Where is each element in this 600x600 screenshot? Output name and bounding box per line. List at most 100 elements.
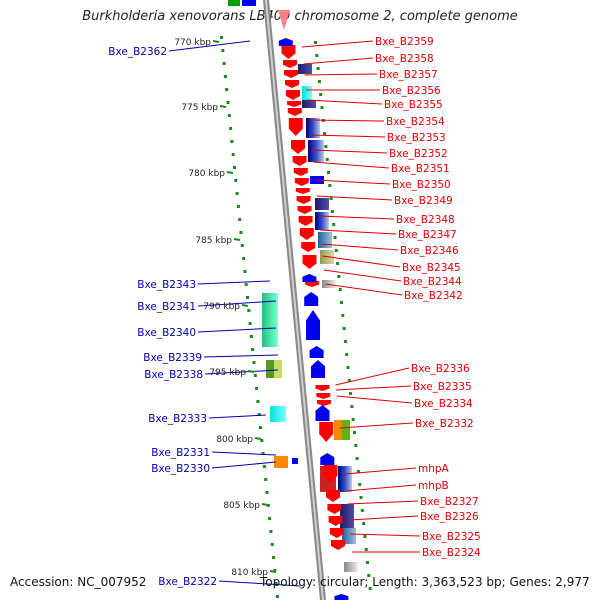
right-gene-label: Bxe_B2345: [402, 262, 461, 274]
label-leaders: [168, 40, 421, 587]
forward-gene-arrow: [315, 385, 330, 391]
left-gene-label: Bxe_B2340: [137, 327, 196, 339]
cog-block: [306, 118, 320, 138]
forward-gene-arrow: [293, 168, 308, 176]
gc-dot: [246, 296, 249, 299]
right-leader-line: [336, 395, 413, 404]
gc-dot: [236, 205, 240, 208]
tick-label: 775 kbp: [181, 103, 218, 113]
gc-dot: [262, 465, 266, 468]
gc-dot: [268, 517, 272, 520]
left-leader-line: [211, 451, 277, 456]
right-leader-line: [339, 422, 414, 429]
gc-dot: [252, 361, 256, 364]
left-gene-label: Bxe_B2339: [143, 352, 202, 364]
gc-dot: [244, 283, 248, 286]
right-leader-line: [314, 179, 391, 185]
gc-dot: [251, 348, 255, 351]
gc-dot: [238, 218, 242, 221]
tick-mark: [226, 171, 234, 174]
reverse-gene-arrow: [304, 292, 319, 306]
gc-dot: [367, 574, 371, 577]
cog-block: [344, 562, 358, 572]
reverse-gene-arrow: [311, 360, 325, 378]
right-gene-label: Bxe_B2359: [375, 36, 434, 48]
gc-dot: [270, 543, 274, 546]
right-gene-label: Bxe_B2358: [375, 53, 434, 65]
right-leader-line: [322, 255, 401, 268]
cog-block: [340, 504, 354, 528]
gc-dot: [315, 54, 319, 57]
tick-label: 805 kbp: [223, 501, 260, 511]
cog-block: [274, 360, 282, 378]
gc-dot: [317, 80, 321, 83]
gc-dot: [329, 197, 333, 200]
accession-text: Accession: NC_007952: [10, 575, 147, 589]
left-leader-line: [168, 40, 251, 52]
forward-gene-arrow: [295, 188, 310, 194]
position-ticks: 770 kbp 775 kbp 780 kbp 785 kbp 790 kbp 795 k…: [174, 38, 277, 578]
right-gene-label: Bxe_B2357: [379, 69, 438, 81]
gc-dot: [222, 62, 226, 65]
gc-dot: [319, 93, 323, 96]
tick-label: 780 kbp: [188, 169, 225, 179]
gc-dot: [334, 249, 338, 252]
right-gene-label: Bxe_B2353: [387, 132, 446, 144]
gc-dot: [332, 223, 336, 226]
tick-label: 770 kbp: [174, 38, 211, 48]
gc-dot: [247, 309, 251, 312]
right-gene-label: Bxe_B2351: [391, 163, 450, 175]
gc-dot: [248, 322, 252, 325]
forward-gene-arrow: [292, 156, 307, 166]
gc-dot: [249, 335, 253, 338]
right-gene-label: Bxe_B2335: [413, 381, 472, 393]
left-leader-line: [203, 354, 279, 358]
tick-mark: [254, 437, 262, 440]
gc-dot: [234, 179, 238, 182]
reverse-gene-arrow: [334, 594, 349, 600]
right-gene-label: Bxe_B2349: [394, 195, 453, 207]
gc-dot: [338, 288, 342, 291]
cog-block: [342, 528, 356, 544]
forward-gene-arrow: [317, 400, 331, 406]
right-gene-label: Bxe_B2344: [403, 276, 462, 288]
gc-dot: [243, 270, 247, 273]
gc-dot: [239, 231, 243, 234]
forward-gene-arrow: [294, 178, 309, 186]
right-gene-label: Bxe_B2334: [414, 398, 473, 410]
right-leader-line: [310, 134, 386, 138]
gc-dot: [349, 392, 353, 395]
cog-block: [342, 420, 350, 440]
gc-dot: [342, 327, 346, 330]
right-gene-label: Bxe_B2352: [389, 148, 448, 160]
gc-dot: [259, 426, 262, 429]
gc-dot: [266, 504, 270, 507]
right-gene-label: Bxe_B2346: [400, 245, 459, 257]
left-leader-line: [197, 327, 277, 333]
gc-dot: [336, 262, 340, 265]
forward-gene-arrow: [285, 80, 299, 88]
forward-gene-arrow: [328, 516, 343, 526]
right-gene-label: Bxe_B2350: [392, 179, 451, 191]
gc-dot: [256, 400, 260, 403]
gc-dot: [320, 106, 324, 109]
backbone-highlight: [265, 0, 324, 600]
left-gene-label: Bxe_B2333: [148, 413, 207, 425]
genome-summary: Topology: circular; Length: 3,363,523 bp…: [260, 575, 590, 589]
right-gene-label: Bxe_B2324: [422, 547, 481, 559]
right-gene-label: Bxe_B2348: [396, 214, 455, 226]
forward-gene-arrow: [319, 422, 334, 442]
forward-gene-arrow: [323, 465, 338, 483]
right-leader-line: [303, 57, 374, 65]
cog-block: [322, 280, 336, 288]
left-gene-label: Bxe_B2330: [151, 463, 210, 475]
right-leader-line: [346, 484, 417, 492]
right-leader-line: [308, 119, 385, 122]
tick-label: 800 kbp: [216, 435, 253, 445]
forward-gene-arrow: [287, 101, 302, 107]
left-leader-line: [211, 461, 277, 469]
gc-dot: [257, 413, 261, 416]
gc-dot: [230, 140, 234, 143]
forward-gene-arrow: [326, 490, 340, 502]
right-gene-label: Bxe_B2354: [386, 116, 445, 128]
